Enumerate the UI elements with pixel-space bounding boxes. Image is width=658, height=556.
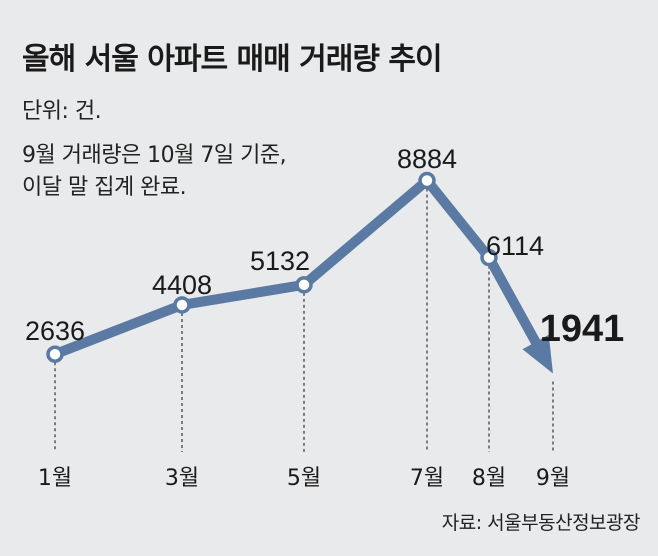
chart-title: 올해 서울 아파트 매매 거래량 추이 bbox=[22, 42, 443, 77]
trend-arrowhead bbox=[522, 334, 553, 374]
x-tick-label-2: 3월 bbox=[165, 466, 199, 491]
note-line-2: 이달 말 집계 완료. bbox=[22, 175, 187, 200]
unit-label: 단위: 건. bbox=[22, 99, 102, 124]
x-tick-label-6: 9월 bbox=[536, 466, 570, 491]
chart-note: 9월 거래량은 10월 7일 기준, 이달 말 집계 완료. bbox=[22, 140, 287, 204]
x-tick-label-4: 7월 bbox=[410, 466, 444, 491]
data-point-2 bbox=[173, 296, 191, 314]
source-label: 자료: 서울부동산정보광장 bbox=[441, 512, 641, 534]
data-point-4 bbox=[418, 171, 436, 190]
note-line-1: 9월 거래량은 10월 7일 기준, bbox=[22, 143, 287, 168]
x-tick-label-1: 1월 bbox=[38, 466, 72, 491]
data-point-1 bbox=[46, 345, 64, 363]
data-point-5 bbox=[480, 248, 498, 267]
series-last-segment bbox=[484, 252, 542, 349]
data-label-5: 6114 bbox=[486, 231, 544, 261]
x-tick-label-5: 8월 bbox=[472, 466, 506, 491]
data-label-4: 8884 bbox=[397, 144, 457, 174]
x-tick-label-3: 5월 bbox=[287, 466, 321, 491]
data-label-2: 4408 bbox=[152, 270, 212, 300]
data-label-1: 2636 bbox=[25, 316, 85, 346]
data-label-6: 1941 bbox=[540, 308, 625, 350]
data-point-3 bbox=[295, 276, 313, 294]
data-label-3: 5132 bbox=[250, 246, 310, 276]
